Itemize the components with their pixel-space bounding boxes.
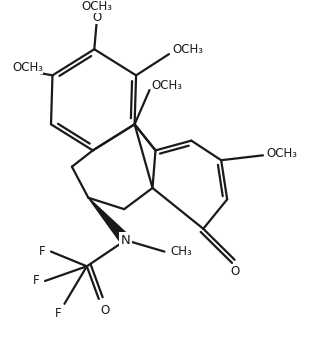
Text: OCH₃: OCH₃ [12,61,43,74]
Text: O: O [230,265,239,278]
Text: O: O [93,11,102,24]
Text: OCH₃: OCH₃ [82,0,113,13]
Text: OCH₃: OCH₃ [266,147,297,160]
Text: F: F [55,307,62,320]
Text: F: F [38,245,45,258]
Text: OCH₃: OCH₃ [172,43,203,56]
Text: O: O [100,304,109,317]
Text: OCH₃: OCH₃ [151,79,182,92]
Text: CH₃: CH₃ [170,245,192,258]
Polygon shape [88,198,129,244]
Text: F: F [32,274,39,288]
Text: N: N [121,234,131,247]
